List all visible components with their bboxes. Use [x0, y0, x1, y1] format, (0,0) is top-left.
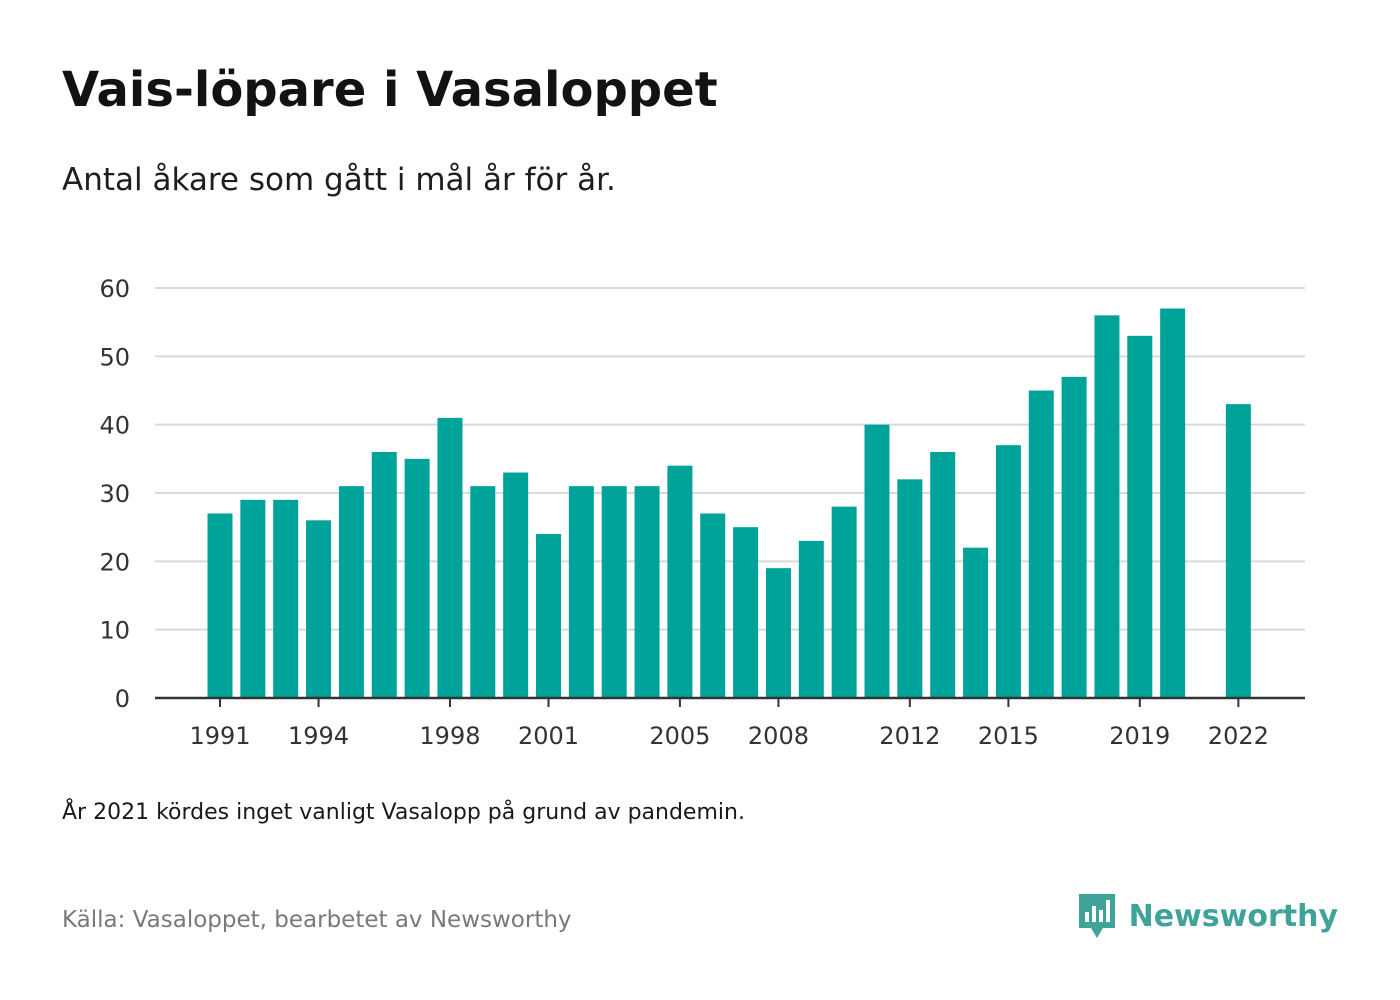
bar-1991 — [207, 513, 233, 698]
bar-2020 — [1160, 308, 1186, 698]
bar-2012 — [897, 479, 923, 698]
bar-2018 — [1094, 315, 1120, 698]
bar-2022 — [1225, 404, 1251, 698]
bar-1996 — [371, 452, 397, 698]
y-tick-label: 60 — [99, 275, 130, 303]
bar-2003 — [601, 486, 627, 698]
bar-1997 — [404, 458, 430, 698]
bar-2019 — [1127, 335, 1153, 698]
bar-1992 — [240, 499, 266, 698]
x-tick-label: 2019 — [1109, 722, 1170, 750]
bar-1998 — [437, 417, 463, 698]
y-tick-label: 10 — [99, 617, 130, 645]
bar-2010 — [831, 506, 857, 698]
bar-2008 — [765, 568, 791, 698]
bar-chart: 0 10 20 30 40 50 60 1991 1994 1998 2001 2005 2008 201… — [99, 275, 1305, 750]
brand: Newsworthy — [1077, 892, 1338, 940]
chart-subtitle: Antal åkare som gått i mål år för år. — [62, 162, 616, 198]
x-tick-label: 1994 — [288, 722, 349, 750]
bar-2016 — [1028, 390, 1054, 698]
x-tick-label: 1991 — [189, 722, 250, 750]
bar-2014 — [963, 547, 989, 698]
bar-2006 — [700, 513, 726, 698]
y-tick-label: 50 — [99, 343, 130, 371]
y-tick-label: 0 — [115, 685, 130, 713]
newsworthy-logo-icon — [1078, 894, 1115, 938]
bar-2005 — [667, 465, 693, 698]
bar-2017 — [1061, 376, 1087, 698]
bar-2015 — [995, 445, 1021, 698]
x-tick-label: 2001 — [518, 722, 579, 750]
x-tick-label: 2012 — [879, 722, 940, 750]
brand-name: Newsworthy — [1128, 898, 1338, 934]
y-tick-label: 30 — [99, 480, 130, 508]
y-tick-label: 40 — [99, 412, 130, 440]
x-tick-label: 1998 — [419, 722, 480, 750]
bar-1994 — [306, 520, 332, 698]
x-tick-label: 2022 — [1208, 722, 1269, 750]
bar-2007 — [733, 527, 759, 698]
bar-2002 — [568, 486, 594, 698]
bar-1995 — [338, 486, 364, 698]
x-tick-label: 2008 — [748, 722, 809, 750]
bar-2011 — [864, 424, 890, 698]
x-tick-label: 2005 — [649, 722, 710, 750]
bar-2009 — [798, 540, 824, 698]
bar-1993 — [273, 499, 299, 698]
bar-2004 — [634, 486, 660, 698]
chart-title: Vais-löpare i Vasaloppet — [62, 62, 718, 118]
chart-note: År 2021 kördes inget vanligt Vasalopp på… — [62, 800, 745, 825]
source-credit: Källa: Vasaloppet, bearbetet av Newswort… — [62, 907, 572, 933]
bar-2001 — [536, 534, 561, 698]
bar-1999 — [470, 486, 496, 698]
y-tick-label: 20 — [99, 548, 130, 576]
bar-2013 — [930, 452, 956, 698]
x-tick-label: 2015 — [978, 722, 1039, 750]
bar-2000 — [503, 472, 529, 698]
